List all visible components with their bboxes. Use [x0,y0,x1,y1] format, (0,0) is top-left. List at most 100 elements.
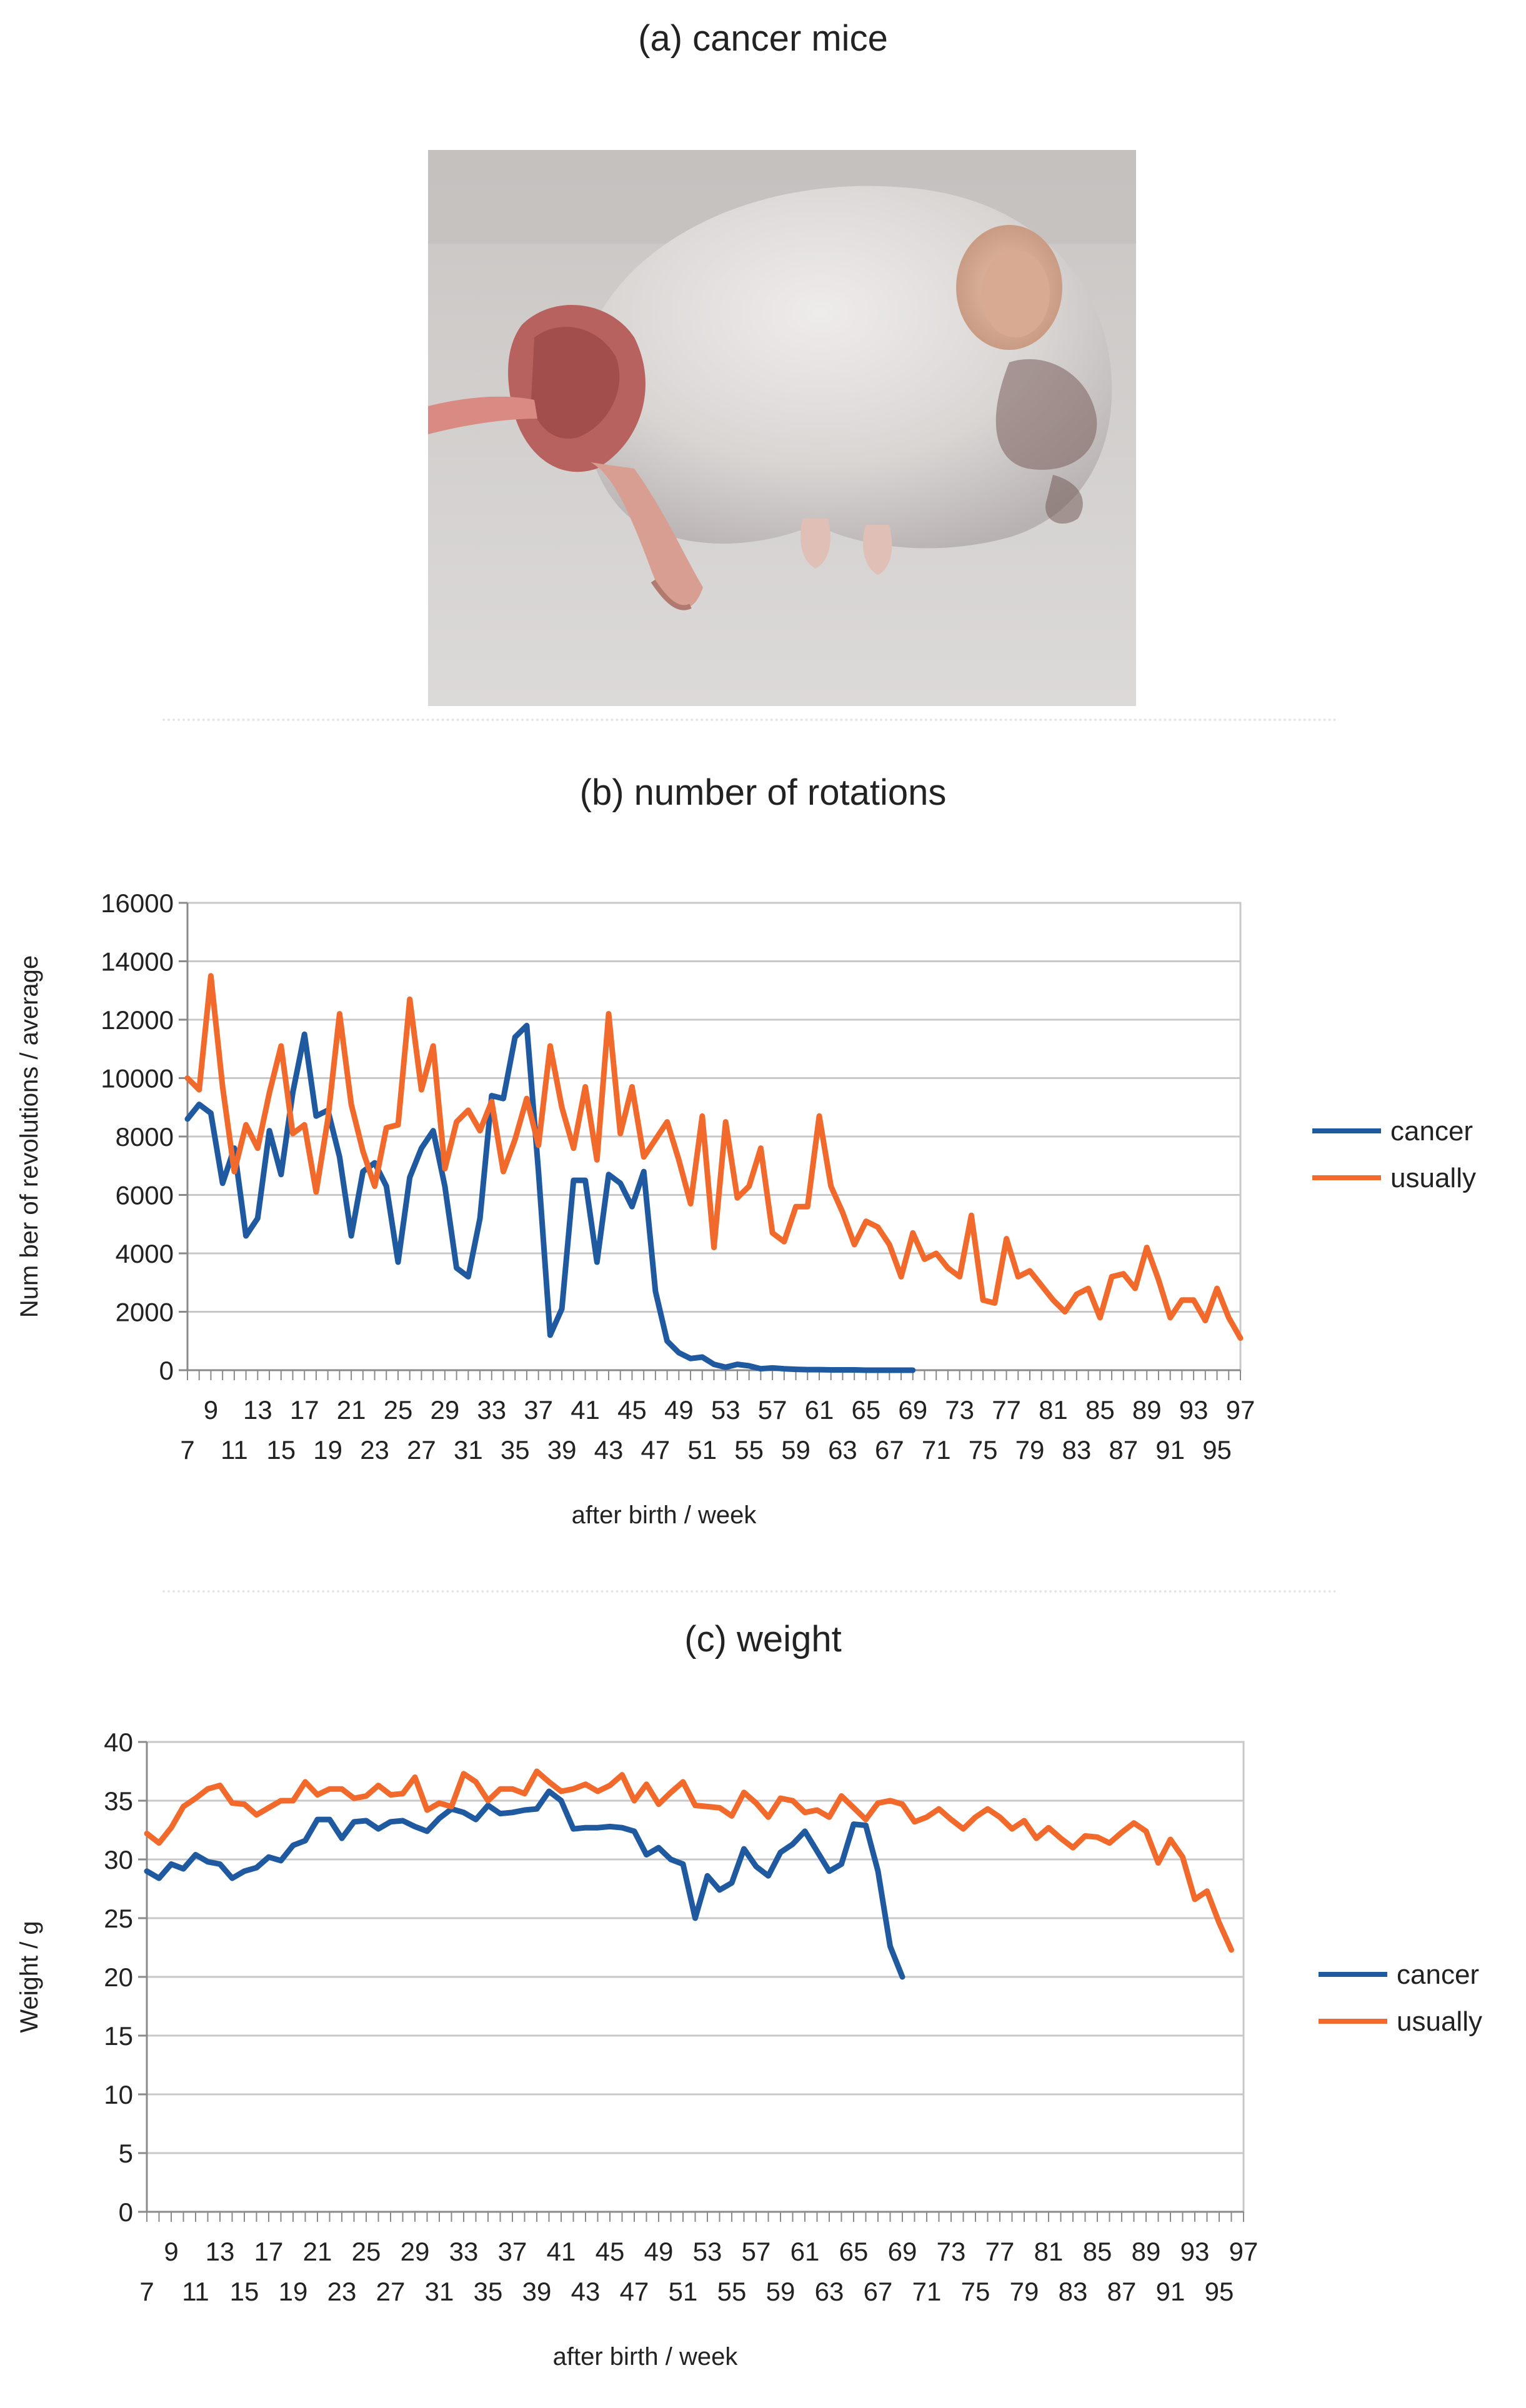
x-tick-label: 55 [734,1435,764,1465]
x-tick-label: 71 [922,1435,951,1465]
x-tick-label: 75 [961,2277,990,2306]
x-tick-label: 95 [1202,1435,1232,1465]
x-tick-label: 51 [687,1435,717,1465]
cancer-mouse-photo [428,150,1136,706]
x-tick-label: 95 [1205,2277,1234,2306]
x-tick-label: 61 [790,2237,820,2266]
series-line-usually [184,973,1244,1341]
series-line-cancer [184,1022,916,1373]
series-line-usually [144,1768,1234,1953]
x-tick-label: 43 [571,2277,601,2306]
x-tick-label: 87 [1109,1435,1138,1465]
x-tick-label: 63 [815,2277,844,2306]
x-tick-label: 89 [1132,2237,1161,2266]
x-tick-label: 75 [969,1435,998,1465]
x-tick-label: 55 [717,2277,747,2306]
x-axis-title: after birth / week [553,2343,739,2371]
x-tick-label: 93 [1180,2237,1210,2266]
y-tick-label: 40 [104,1728,133,1757]
x-tick-label: 63 [828,1435,857,1465]
x-tick-label: 57 [742,2237,771,2266]
x-tick-label: 79 [1010,2277,1039,2306]
x-tick-label: 91 [1155,1435,1185,1465]
x-tick-label: 33 [477,1395,506,1425]
y-tick-label: 2000 [116,1298,174,1327]
x-tick-label: 97 [1226,1395,1255,1425]
x-tick-label: 7 [139,2277,154,2306]
y-tick-label: 8000 [116,1122,174,1152]
x-tick-label: 15 [230,2277,259,2306]
y-tick-label: 16000 [101,888,174,918]
y-tick-label: 14000 [101,947,174,977]
x-tick-label: 67 [875,1435,904,1465]
x-tick-label: 43 [594,1435,624,1465]
x-tick-label: 83 [1059,2277,1088,2306]
x-tick-label: 15 [266,1435,296,1465]
panel-b-title: (b) number of rotations [579,772,947,813]
x-tick-label: 41 [571,1395,600,1425]
x-tick-label: 35 [501,1435,530,1465]
x-tick-label: 97 [1229,2237,1259,2266]
x-tick-label: 77 [985,2237,1015,2266]
panel-a-title: (a) cancer mice [638,18,888,59]
x-tick-label: 87 [1107,2277,1137,2306]
x-tick-label: 25 [352,2237,381,2266]
x-tick-label: 25 [384,1395,413,1425]
y-tick-label: 12000 [101,1005,174,1035]
x-tick-label: 69 [888,2237,917,2266]
x-tick-label: 35 [474,2277,503,2306]
y-tick-label: 30 [104,1845,133,1874]
x-tick-label: 17 [290,1395,319,1425]
x-tick-label: 27 [407,1435,436,1465]
x-tick-label: 39 [522,2277,552,2306]
x-tick-label: 13 [206,2237,235,2266]
x-tick-label: 7 [180,1435,194,1465]
x-tick-label: 21 [337,1395,366,1425]
x-tick-label: 29 [431,1395,460,1425]
x-tick-label: 23 [360,1435,389,1465]
y-tick-label: 10000 [101,1064,174,1093]
x-tick-label: 91 [1156,2277,1185,2306]
x-tick-label: 81 [1039,1395,1068,1425]
x-tick-label: 93 [1179,1395,1209,1425]
y-tick-label: 0 [119,2197,133,2227]
x-tick-label: 51 [669,2277,698,2306]
x-tick-label: 21 [303,2237,332,2266]
x-tick-label: 69 [898,1395,927,1425]
x-tick-label: 31 [454,1435,483,1465]
x-tick-label: 49 [664,1395,694,1425]
legend-label-cancer: cancer [1390,1116,1473,1147]
y-tick-label: 15 [104,2021,133,2051]
x-tick-label: 13 [243,1395,272,1425]
x-tick-label: 73 [945,1395,974,1425]
x-tick-label: 85 [1083,2237,1112,2266]
x-tick-label: 47 [620,2277,649,2306]
y-tick-label: 5 [119,2139,133,2168]
x-tick-label: 41 [547,2237,576,2266]
x-tick-label: 49 [644,2237,674,2266]
x-tick-label: 59 [766,2277,795,2306]
legend-label-usually: usually [1397,2006,1482,2037]
x-tick-label: 19 [279,2277,308,2306]
legend-label-cancer: cancer [1397,1959,1479,1990]
legend-label-usually: usually [1390,1163,1476,1193]
y-axis-title: Weight / g [16,1921,43,2032]
x-tick-label: 73 [937,2237,966,2266]
x-tick-label: 53 [693,2237,722,2266]
x-tick-label: 71 [912,2277,942,2306]
x-tick-label: 65 [852,1395,881,1425]
y-tick-label: 6000 [116,1181,174,1210]
x-tick-label: 11 [182,2277,209,2306]
separator [162,1590,1337,1593]
x-tick-label: 53 [711,1395,741,1425]
x-tick-label: 57 [758,1395,787,1425]
x-tick-label: 37 [524,1395,553,1425]
separator [162,719,1337,721]
y-tick-label: 10 [104,2080,133,2109]
x-tick-label: 89 [1132,1395,1162,1425]
x-tick-label: 83 [1062,1435,1092,1465]
x-tick-label: 67 [864,2277,893,2306]
x-tick-label: 27 [376,2277,406,2306]
